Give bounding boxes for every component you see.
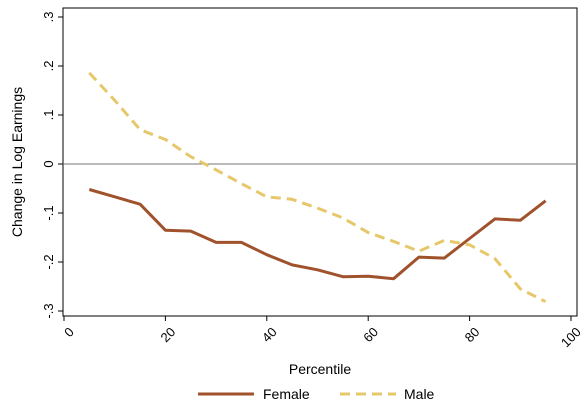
y-tick-label: .3 [41, 12, 56, 23]
x-axis-label: Percentile [289, 361, 351, 377]
y-tick-label: -.1 [41, 205, 56, 220]
x-tick-label: 80 [462, 324, 483, 345]
y-axis-label: Change in Log Earnings [9, 87, 25, 237]
y-tick-label: -.3 [41, 303, 56, 318]
x-tick-label: 0 [61, 324, 77, 340]
series-lines [88, 71, 547, 304]
series-line-male [88, 71, 547, 304]
y-tick-label: 0 [41, 160, 56, 167]
x-axis-ticks: 0 20 40 60 80 100 [61, 316, 582, 350]
x-tick-label: 60 [360, 324, 381, 345]
plot-area [62, 7, 578, 317]
x-tick-label: 40 [259, 324, 280, 345]
series-line-female [88, 188, 547, 281]
legend-label-male: Male [404, 386, 435, 402]
x-tick-label: 20 [157, 324, 178, 345]
legend-label-female: Female [263, 386, 310, 402]
x-tick-label: 100 [558, 324, 582, 350]
y-axis-ticks: .3 .2 .1 0 -.1 -.2 -.3 [41, 12, 63, 319]
y-tick-label: -.2 [41, 254, 56, 269]
legend: Female Male [198, 386, 435, 402]
y-tick-label: .2 [41, 61, 56, 72]
y-tick-label: .1 [41, 110, 56, 121]
